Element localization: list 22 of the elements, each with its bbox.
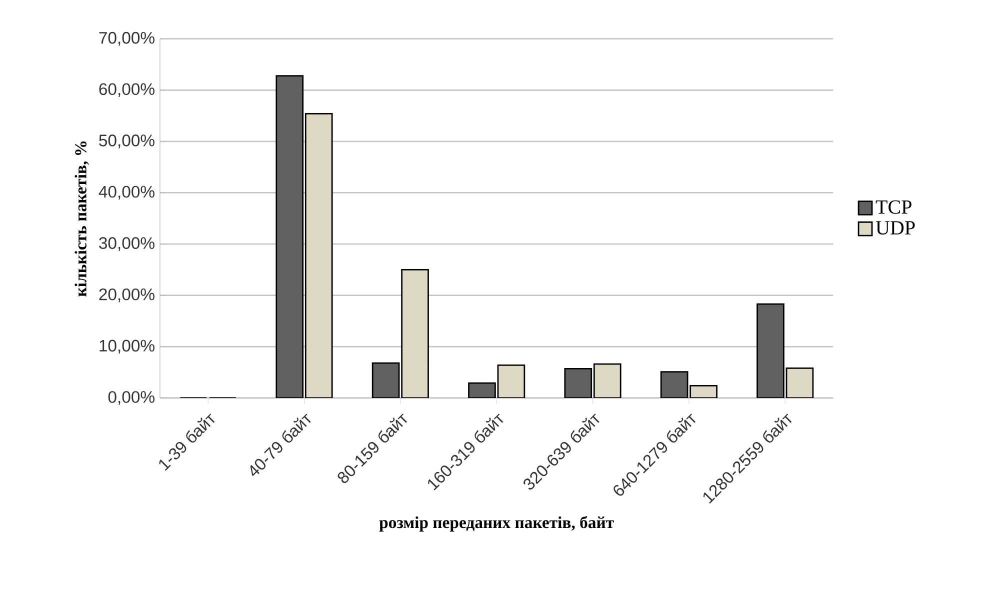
y-tick-label: 30,00%: [99, 237, 154, 251]
x-axis-title: розмір переданих пакетів, байт: [379, 516, 614, 532]
legend-label: UDP: [876, 221, 915, 235]
bar: [593, 363, 622, 398]
y-tick-label: 70,00%: [99, 32, 154, 46]
bar: [276, 75, 304, 398]
y-axis-title: кількість пакетів, %: [74, 142, 89, 296]
y-tick-label: 20,00%: [99, 288, 154, 302]
y-tick-label: 10,00%: [100, 340, 154, 354]
y-tick-label: 50,00%: [99, 134, 154, 148]
y-tick-label: 40,00%: [98, 186, 154, 200]
bar: [304, 113, 333, 398]
bar: [756, 303, 784, 398]
y-tick-label: 60,00%: [99, 83, 154, 98]
bar: [497, 364, 526, 398]
bar: [660, 371, 688, 398]
bar: [786, 368, 814, 398]
bar: [564, 368, 592, 398]
y-tick-label: 0,00%: [108, 391, 154, 405]
legend-label: TCP: [876, 200, 912, 214]
bar: [401, 269, 429, 398]
bar: [372, 362, 400, 398]
